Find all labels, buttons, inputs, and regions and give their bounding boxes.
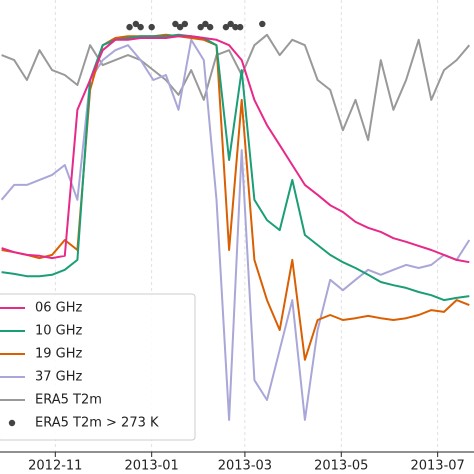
x-tick-label: 2013-07 bbox=[410, 459, 464, 474]
marker bbox=[259, 20, 266, 28]
marker bbox=[172, 20, 179, 28]
legend-label: 19 GHz bbox=[35, 347, 83, 362]
marker bbox=[181, 20, 189, 28]
legend-label: 10 GHz bbox=[35, 324, 83, 339]
marker bbox=[236, 23, 244, 31]
marker bbox=[227, 20, 234, 28]
marker bbox=[176, 23, 184, 31]
marker bbox=[148, 23, 155, 31]
x-tick-label: 2012-11 bbox=[28, 459, 82, 474]
series-line bbox=[1, 35, 470, 264]
x-tick-label: 2013-01 bbox=[125, 459, 179, 474]
marker bbox=[222, 23, 230, 31]
legend-label: ERA5 T2m > 273 K bbox=[35, 416, 159, 431]
series-line bbox=[1, 33, 470, 302]
x-tick-label: 2013-05 bbox=[314, 459, 368, 474]
legend-label: 06 GHz bbox=[35, 301, 83, 316]
marker bbox=[202, 20, 209, 28]
legend-box bbox=[0, 293, 196, 441]
marker bbox=[126, 23, 133, 31]
marker bbox=[197, 23, 204, 31]
legend-label: ERA5 T2m bbox=[35, 393, 102, 408]
marker bbox=[132, 20, 140, 28]
marker bbox=[137, 23, 144, 31]
legend-label: 37 GHz bbox=[35, 370, 83, 385]
legend-marker bbox=[8, 419, 16, 427]
series-line bbox=[0, 38, 471, 421]
x-tick-label: 2013-03 bbox=[218, 459, 272, 474]
marker bbox=[206, 23, 214, 31]
series-line bbox=[1, 33, 471, 142]
marker bbox=[232, 23, 239, 31]
